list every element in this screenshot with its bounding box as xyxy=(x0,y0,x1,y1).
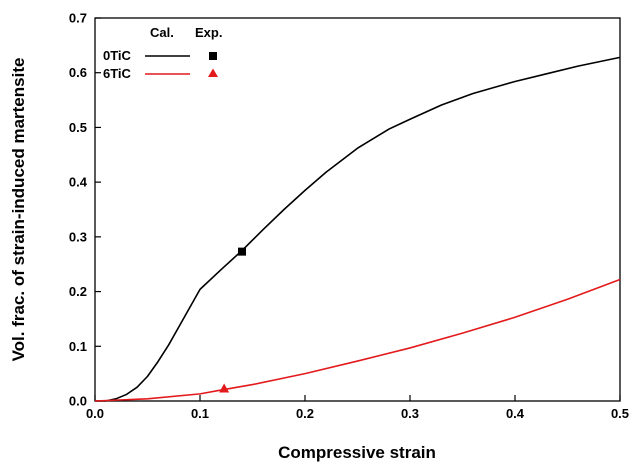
legend-header-calculated: Cal. xyxy=(150,25,174,40)
x-tick-label: 0.4 xyxy=(506,406,525,421)
series-layer xyxy=(94,56,621,402)
y-tick-label: 0.4 xyxy=(69,175,88,190)
y-tick-label: 0.3 xyxy=(69,229,87,244)
y-axis-ticks: 0.0 0.1 0.2 0.3 0.4 0.5 0.6 0.7 xyxy=(69,11,101,409)
series-line-6tic xyxy=(94,278,621,402)
exp-point-0tic xyxy=(238,247,246,256)
x-axis-title: Compressive strain xyxy=(278,443,436,462)
x-axis-ticks: 0.0 0.1 0.2 0.3 0.4 0.5 xyxy=(86,395,629,421)
y-tick-label: 0.1 xyxy=(69,339,87,354)
y-tick-label: 0.7 xyxy=(69,11,87,26)
exp-point-6tic xyxy=(219,383,230,393)
series-line-0tic xyxy=(95,56,621,402)
plot-frame xyxy=(94,17,621,402)
x-tick-label: 0.0 xyxy=(86,406,104,421)
x-tick-label: 0.2 xyxy=(296,406,314,421)
legend: Cal. Exp. 0TiC 6TiC xyxy=(103,25,222,81)
y-axis-title: Vol. frac. of strain-induced martensite xyxy=(9,58,28,362)
x-tick-label: 0.5 xyxy=(611,406,629,421)
y-tick-label: 0.5 xyxy=(69,120,87,135)
legend-label-6tic: 6TiC xyxy=(103,66,132,81)
legend-header-experimental: Exp. xyxy=(195,25,222,40)
x-tick-label: 0.1 xyxy=(191,406,209,421)
legend-marker-6tic xyxy=(208,68,218,77)
legend-label-0tic: 0TiC xyxy=(103,48,132,63)
y-tick-label: 0.6 xyxy=(69,65,87,80)
x-tick-label: 0.3 xyxy=(401,406,419,421)
y-tick-label: 0.2 xyxy=(69,284,87,299)
legend-marker-0tic xyxy=(209,52,217,60)
y-tick-label: 0.0 xyxy=(69,394,87,409)
